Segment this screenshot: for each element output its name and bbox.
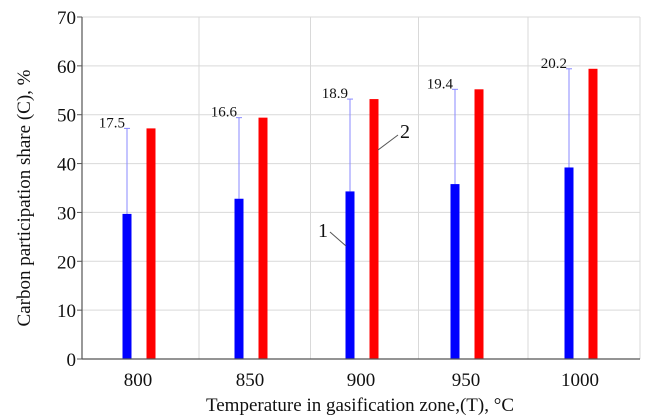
y-axis-title: Carbon participation share (C), % xyxy=(14,69,35,326)
connectors xyxy=(124,68,572,214)
bar-series-1 xyxy=(564,167,574,359)
y-tick-labels: 0 10 20 30 40 50 60 70 xyxy=(57,8,76,371)
bar-series-1 xyxy=(234,198,244,359)
y-tick-label: 40 xyxy=(57,155,76,176)
series-1-leader xyxy=(329,231,347,247)
difference-label: 17.5 xyxy=(99,115,125,131)
series-2-label: 2 xyxy=(400,121,410,143)
bar-series-1 xyxy=(450,184,460,359)
data-labels: 17.5 16.6 18.9 19.4 20.2 xyxy=(99,56,567,132)
bar-series-2 xyxy=(258,117,268,359)
difference-label: 20.2 xyxy=(541,56,567,72)
x-tick-labels: 800 850 900 950 1000 xyxy=(124,370,599,391)
difference-label: 18.9 xyxy=(322,86,348,102)
x-tick-label: 850 xyxy=(236,370,265,391)
axes xyxy=(77,16,640,360)
bar-series-1 xyxy=(345,191,355,359)
y-tick-label: 70 xyxy=(57,8,76,29)
y-tick-label: 50 xyxy=(57,106,76,127)
x-tick-label: 800 xyxy=(124,370,153,391)
difference-label: 16.6 xyxy=(211,105,238,121)
y-tick-label: 20 xyxy=(57,252,76,273)
series-labels: 12 xyxy=(318,121,410,247)
bar-series-2 xyxy=(146,128,156,359)
x-tick-label: 950 xyxy=(452,370,481,391)
x-tick-label: 900 xyxy=(347,370,376,391)
x-axis-title: Temperature in gasification zone,(T), °C xyxy=(206,395,514,416)
x-tick-label: 1000 xyxy=(561,370,599,391)
y-tick-label: 60 xyxy=(57,57,76,78)
bar-series-1 xyxy=(122,213,132,359)
series-1-label: 1 xyxy=(318,220,328,242)
y-tick-label: 30 xyxy=(57,203,76,224)
bar-series-2 xyxy=(588,68,598,359)
series-2-leader xyxy=(377,134,399,151)
y-tick-label: 0 xyxy=(67,350,77,371)
difference-label: 19.4 xyxy=(427,76,454,92)
grid xyxy=(81,16,641,360)
bar-series-2 xyxy=(369,99,379,359)
bars xyxy=(122,68,598,360)
bar-series-2 xyxy=(474,89,484,360)
y-tick-label: 10 xyxy=(57,301,76,322)
